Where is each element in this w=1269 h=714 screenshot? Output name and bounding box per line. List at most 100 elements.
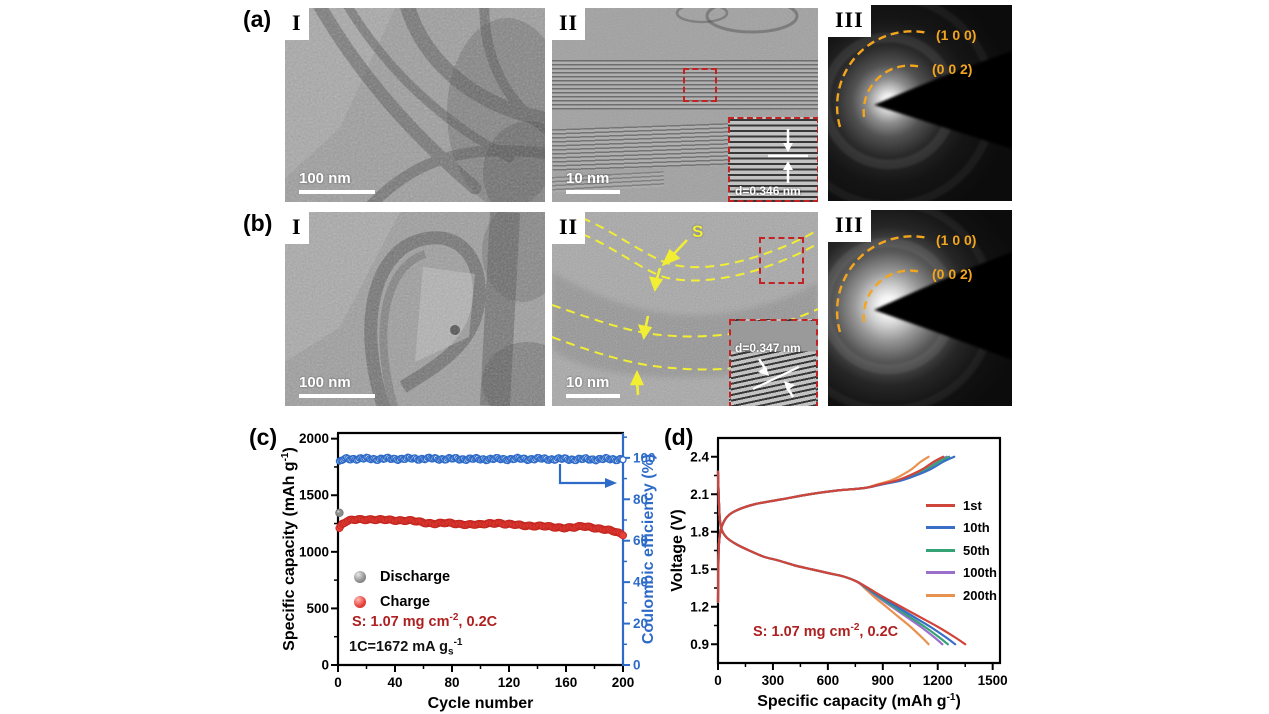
panel-a-label: (a) — [243, 6, 272, 32]
scale-bar-label: 100 nm — [299, 170, 351, 187]
legend-row-charge: Charge — [354, 589, 450, 614]
legend-label-1st: 1st — [963, 497, 982, 513]
svg-text:1.8: 1.8 — [690, 524, 709, 539]
ring-arc-002 — [862, 64, 922, 118]
sulfur-arrows — [629, 239, 688, 396]
beam-stopper — [874, 252, 1012, 360]
legend-line-200th — [926, 593, 955, 597]
subpanel-marker-ii: II — [552, 212, 586, 244]
svg-text:1.5: 1.5 — [690, 562, 709, 577]
charge-marker — [354, 595, 366, 608]
svg-text:500: 500 — [306, 601, 329, 616]
annotation-text: 1C=1672 mA g — [349, 638, 449, 655]
svg-text:120: 120 — [498, 675, 521, 690]
scale-bar: 10 nm — [566, 170, 620, 194]
legend-label-100th: 100th — [963, 565, 997, 581]
subpanel-marker-ii: II — [552, 8, 586, 40]
svg-text:2.4: 2.4 — [690, 449, 709, 464]
legend-row-100th: 100th — [926, 562, 997, 585]
panel-c-label: (c) — [249, 424, 278, 450]
svg-text:600: 600 — [817, 673, 840, 688]
svg-text:Voltage (V): Voltage (V) — [669, 509, 686, 591]
tem-texture — [285, 8, 545, 202]
svg-text:20: 20 — [633, 616, 648, 631]
panel-a-tem-image: I 100 nm — [285, 8, 545, 202]
subpanel-marker-i: I — [285, 8, 309, 40]
svg-text:Coulombic efficiency (%): Coulombic efficiency (%) — [640, 454, 657, 644]
legend-label-10th: 10th — [963, 520, 990, 536]
panel-b-saed-pattern: (1 0 0) (0 0 2) III — [828, 210, 1012, 406]
chart-d-canvas: 0 300 600 900 1200 1500 0.9 1.2 1.5 1.8 2.1 2.4 Spec… — [669, 436, 1008, 710]
c-rate-annotation: 1C=1672 mA gs-1 — [349, 637, 462, 658]
cycling-performance-chart: 0 40 80 120 160 200 0 500 1000 1500 2000 0 20 40 60 80 1… — [250, 424, 662, 714]
panel-b-label: (b) — [243, 210, 273, 236]
annotation-text: , 0.2C — [458, 613, 498, 630]
legend-label-50th: 50th — [963, 542, 990, 558]
scale-bar-label: 10 nm — [566, 170, 610, 187]
legend-label-discharge: Discharge — [380, 568, 451, 585]
ring-label-002: (0 0 2) — [932, 266, 973, 282]
svg-text:1.2: 1.2 — [690, 599, 709, 614]
svg-text:900: 900 — [872, 673, 895, 688]
svg-text:1500: 1500 — [978, 673, 1008, 688]
scale-bar: 100 nm — [299, 170, 375, 194]
legend-label-charge: Charge — [380, 593, 430, 610]
svg-text:Specific capacity (mAh g-1): Specific capacity (mAh g-1) — [280, 447, 298, 651]
legend-row-discharge: Discharge — [354, 564, 450, 589]
legend-row-50th: 50th — [926, 539, 997, 562]
voltage-profile-chart: 0 300 600 900 1200 1500 0.9 1.2 1.5 1.8 2.1 2.4 Spec… — [660, 424, 1080, 714]
chart-c-canvas: 0 40 80 120 160 20005001000150020000204060801… — [280, 431, 657, 712]
legend-line-100th — [926, 571, 955, 575]
svg-text:1500: 1500 — [299, 488, 329, 503]
saed-overlay — [835, 30, 1012, 149]
scale-bar: 100 nm — [299, 374, 375, 398]
svg-text:0: 0 — [714, 673, 722, 688]
saed-overlay — [835, 235, 1012, 360]
svg-text:40: 40 — [387, 675, 402, 690]
svg-text:300: 300 — [762, 673, 785, 688]
legend-line-50th — [926, 548, 955, 552]
panel-b-tem-image: I 100 nm — [285, 212, 545, 406]
svg-text:80: 80 — [444, 675, 459, 690]
annotation-sup: -1 — [453, 637, 463, 648]
scale-bar-line — [566, 190, 620, 194]
lattice-inset: d=0.347 nm — [729, 319, 818, 406]
legend-label-200th: 200th — [963, 587, 997, 603]
svg-text:2.1: 2.1 — [690, 487, 709, 502]
legend-row-10th: 10th — [926, 517, 997, 540]
svg-text:100: 100 — [633, 450, 656, 465]
svg-text:200: 200 — [612, 675, 635, 690]
annotation-sub: s — [448, 646, 454, 658]
scale-bar-line — [566, 394, 620, 398]
subpanel-marker-iii: III — [828, 5, 871, 37]
lattice-fringe-band — [552, 122, 739, 172]
sulfur-loading-annotation: S: 1.07 mg cm-2, 0.2C — [352, 612, 497, 630]
d-spacing-label: d=0.347 nm — [735, 341, 801, 355]
sulfur-loading-annotation: S: 1.07 mg cm-2, 0.2C — [753, 622, 898, 640]
lattice-highlight-box — [683, 68, 717, 102]
beam-stopper — [874, 51, 1012, 149]
svg-text:60: 60 — [633, 533, 648, 548]
chart-c-legend: Discharge Charge — [354, 564, 450, 614]
annotation-sup: -2 — [850, 622, 860, 633]
tem-texture — [285, 212, 545, 406]
svg-text:0: 0 — [334, 675, 342, 690]
chart-d-legend: 1st 10th 50th 100th 200th — [926, 494, 997, 607]
legend-line-10th — [926, 526, 955, 530]
ring-label-002: (0 0 2) — [932, 61, 973, 77]
sulfur-label: S — [692, 222, 704, 241]
ring-arc-100 — [835, 235, 929, 333]
scale-bar-line — [299, 190, 375, 194]
panel-d-label: (d) — [664, 424, 694, 450]
svg-text:80: 80 — [633, 492, 648, 507]
svg-text:0: 0 — [633, 658, 641, 673]
svg-text:1000: 1000 — [299, 544, 329, 559]
legend-row-200th: 200th — [926, 584, 997, 607]
svg-text:0: 0 — [321, 658, 329, 673]
lattice-inset: d=0.346 nm — [728, 117, 818, 202]
svg-text:40: 40 — [633, 575, 648, 590]
panel-b-hrtem-image: S d=0.347 nm II 10 nm — [552, 212, 818, 406]
legend-row-1st: 1st — [926, 494, 997, 517]
ring-arc-002 — [862, 269, 922, 323]
